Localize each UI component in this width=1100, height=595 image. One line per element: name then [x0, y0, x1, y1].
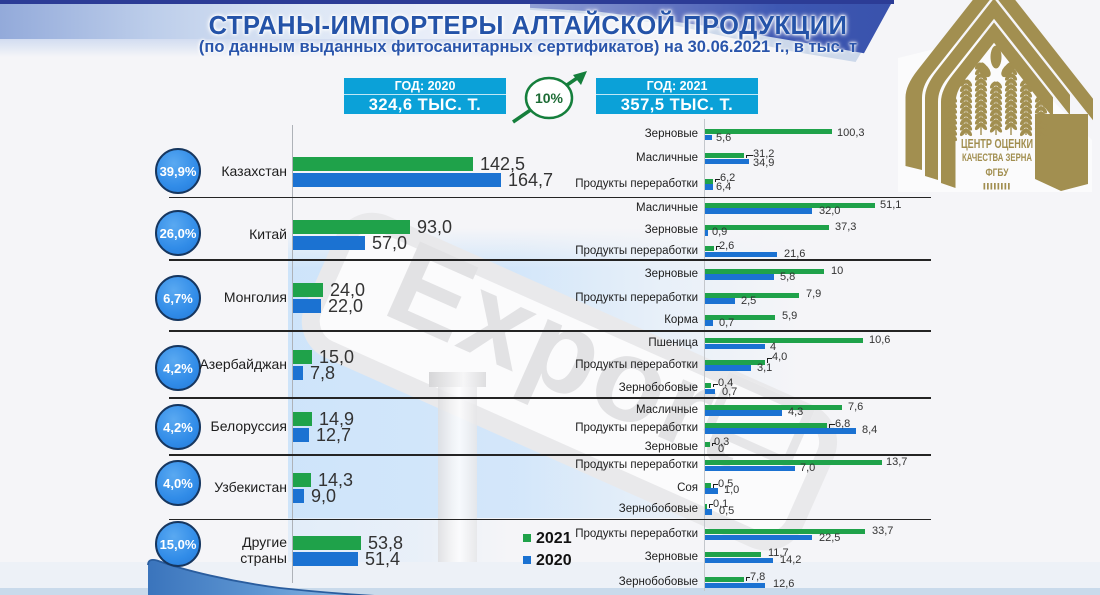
svg-text:ЦЕНТР ОЦЕНКИ: ЦЕНТР ОЦЕНКИ — [961, 137, 1033, 151]
svg-text:10%: 10% — [535, 90, 564, 106]
svg-text:КАЧЕСТВА ЗЕРНА: КАЧЕСТВА ЗЕРНА — [962, 152, 1032, 164]
svg-text:ФГБУ: ФГБУ — [986, 167, 1009, 179]
